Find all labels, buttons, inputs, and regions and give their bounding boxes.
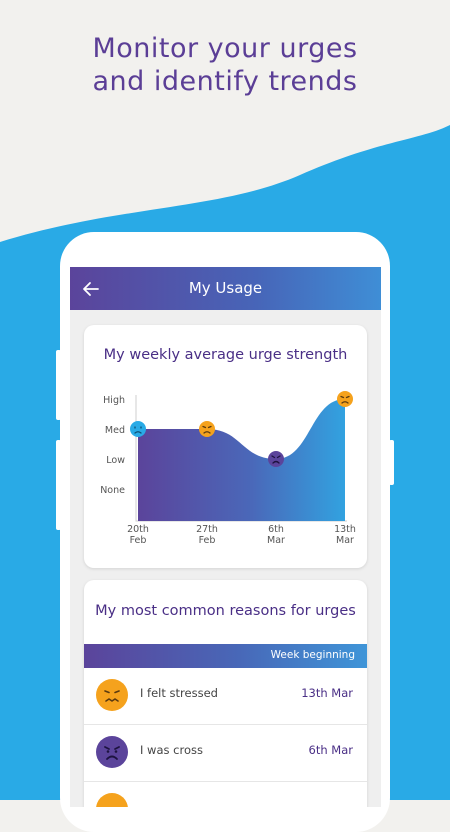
headline-line-2: and identify trends: [92, 66, 358, 97]
reasons-card: My most common reasons for urges Week be…: [84, 580, 367, 807]
y-tick-label: Med: [105, 425, 125, 436]
row-divider: [84, 724, 367, 725]
frown-face-icon: [96, 793, 128, 807]
reason-text: I was cross: [140, 743, 203, 757]
reason-row-partial[interactable]: [84, 782, 367, 807]
reason-row-cross[interactable]: I was cross 6th Mar: [84, 725, 367, 781]
frown-face-icon[interactable]: [337, 391, 353, 407]
x-tick-label: 27th Feb: [196, 524, 218, 546]
y-tick-label: Low: [106, 455, 125, 466]
phone-side-button-right: [389, 440, 394, 485]
reason-date: 13th Mar: [301, 686, 353, 700]
app-bar-title: My Usage: [188, 279, 263, 297]
cross-face-icon[interactable]: [268, 451, 284, 467]
x-tick-label: 20th Feb: [127, 524, 149, 546]
sad-face-icon[interactable]: [130, 421, 146, 437]
reason-row-stressed[interactable]: I felt stressed 13th Mar: [84, 668, 367, 724]
stressed-face-icon: [96, 679, 128, 711]
phone-side-button-left: [56, 350, 61, 420]
x-tick-label: 6th Mar: [267, 524, 285, 546]
app-bar: My Usage: [70, 267, 381, 310]
headline: Monitor your urges and identify trends: [0, 32, 450, 98]
y-tick-label: High: [103, 395, 125, 406]
headline-line-1: Monitor your urges: [92, 33, 358, 64]
x-tick-label: 13th Mar: [334, 524, 356, 546]
week-beginning-label: Week beginning: [270, 649, 355, 661]
cross-face-icon: [96, 736, 128, 768]
reason-text: I felt stressed: [140, 686, 218, 700]
row-divider: [84, 781, 367, 782]
week-beginning-header: Week beginning: [84, 644, 367, 668]
urge-strength-chart: None Low Med High 20th Feb 27th Feb 6th Mar 13th M…: [100, 391, 356, 546]
urge-strength-card: My weekly average urge strength None Low M…: [84, 325, 367, 568]
reason-date: 6th Mar: [308, 743, 353, 757]
chart-title: My weekly average urge strength: [103, 347, 348, 363]
y-tick-label: None: [100, 485, 125, 496]
frown-face-icon[interactable]: [199, 421, 215, 437]
app-screen: My Usage My weekly average urge strength…: [70, 267, 381, 807]
chart-area-series: [138, 399, 345, 521]
reasons-title: My most common reasons for urges: [95, 603, 356, 619]
phone-side-button-left-2: [56, 440, 61, 530]
back-arrow-icon[interactable]: [80, 278, 102, 300]
